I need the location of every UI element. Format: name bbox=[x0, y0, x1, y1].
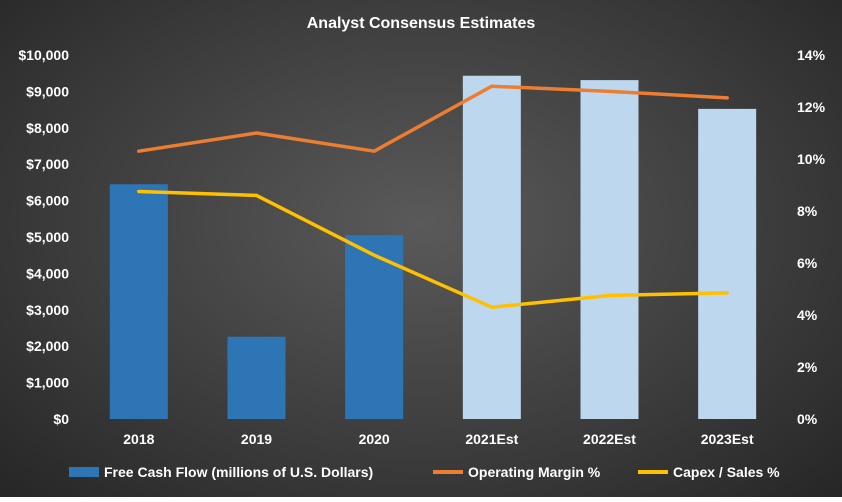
y-left-tick-label: $3,000 bbox=[26, 302, 69, 318]
y-right-tick-label: 6% bbox=[797, 255, 818, 271]
legend-label: Free Cash Flow (millions of U.S. Dollars… bbox=[104, 464, 373, 480]
legend: Free Cash Flow (millions of U.S. Dollars… bbox=[69, 464, 780, 480]
x-tick-label: 2023Est bbox=[701, 431, 754, 447]
bar-2021est bbox=[463, 76, 521, 419]
y-left-tick-label: $5,000 bbox=[26, 229, 69, 245]
y-left-tick-label: $1,000 bbox=[26, 375, 69, 391]
legend-label: Capex / Sales % bbox=[673, 464, 780, 480]
line-series bbox=[139, 86, 728, 307]
y-right-tick-label: 10% bbox=[797, 151, 826, 167]
x-tick-label: 2020 bbox=[359, 431, 390, 447]
y-left-tick-label: $2,000 bbox=[26, 338, 69, 354]
right-axis: 0% 2% 4% 6% 8% 10% 12% 14% bbox=[797, 47, 826, 427]
x-tick-label: 2018 bbox=[123, 431, 154, 447]
legend-swatch bbox=[69, 467, 99, 477]
chart-title: Analyst Consensus Estimates bbox=[307, 15, 536, 32]
y-left-tick-label: $9,000 bbox=[26, 83, 69, 99]
y-right-tick-label: 12% bbox=[797, 99, 826, 115]
legend-label: Operating Margin % bbox=[468, 464, 601, 480]
y-right-tick-label: 0% bbox=[797, 411, 818, 427]
y-right-tick-label: 2% bbox=[797, 359, 818, 375]
x-tick-label: 2019 bbox=[241, 431, 272, 447]
x-tick-label: 2021Est bbox=[465, 431, 518, 447]
y-right-tick-label: 8% bbox=[797, 203, 818, 219]
bar-2022est bbox=[581, 80, 639, 419]
y-left-tick-label: $6,000 bbox=[26, 193, 69, 209]
y-right-tick-label: 4% bbox=[797, 307, 818, 323]
y-right-tick-label: 14% bbox=[797, 47, 826, 63]
x-axis: 2018 2019 2020 2021Est 2022Est 2023Est bbox=[123, 431, 754, 447]
y-left-tick-label: $8,000 bbox=[26, 120, 69, 136]
bar-2023est bbox=[698, 109, 756, 419]
bar-2018 bbox=[110, 184, 168, 419]
x-tick-label: 2022Est bbox=[583, 431, 636, 447]
y-left-tick-label: $0 bbox=[53, 411, 69, 427]
bar-2019 bbox=[228, 337, 286, 419]
line-capex-sales bbox=[139, 192, 727, 308]
line-operating-margin bbox=[139, 86, 727, 151]
left-axis: $0 $1,000 $2,000 $3,000 $4,000 $5,000 $6,000 $7… bbox=[18, 47, 69, 427]
bar-series bbox=[110, 76, 756, 419]
y-left-tick-label: $7,000 bbox=[26, 156, 69, 172]
y-left-tick-label: $4,000 bbox=[26, 265, 69, 281]
y-left-tick-label: $10,000 bbox=[18, 47, 69, 63]
